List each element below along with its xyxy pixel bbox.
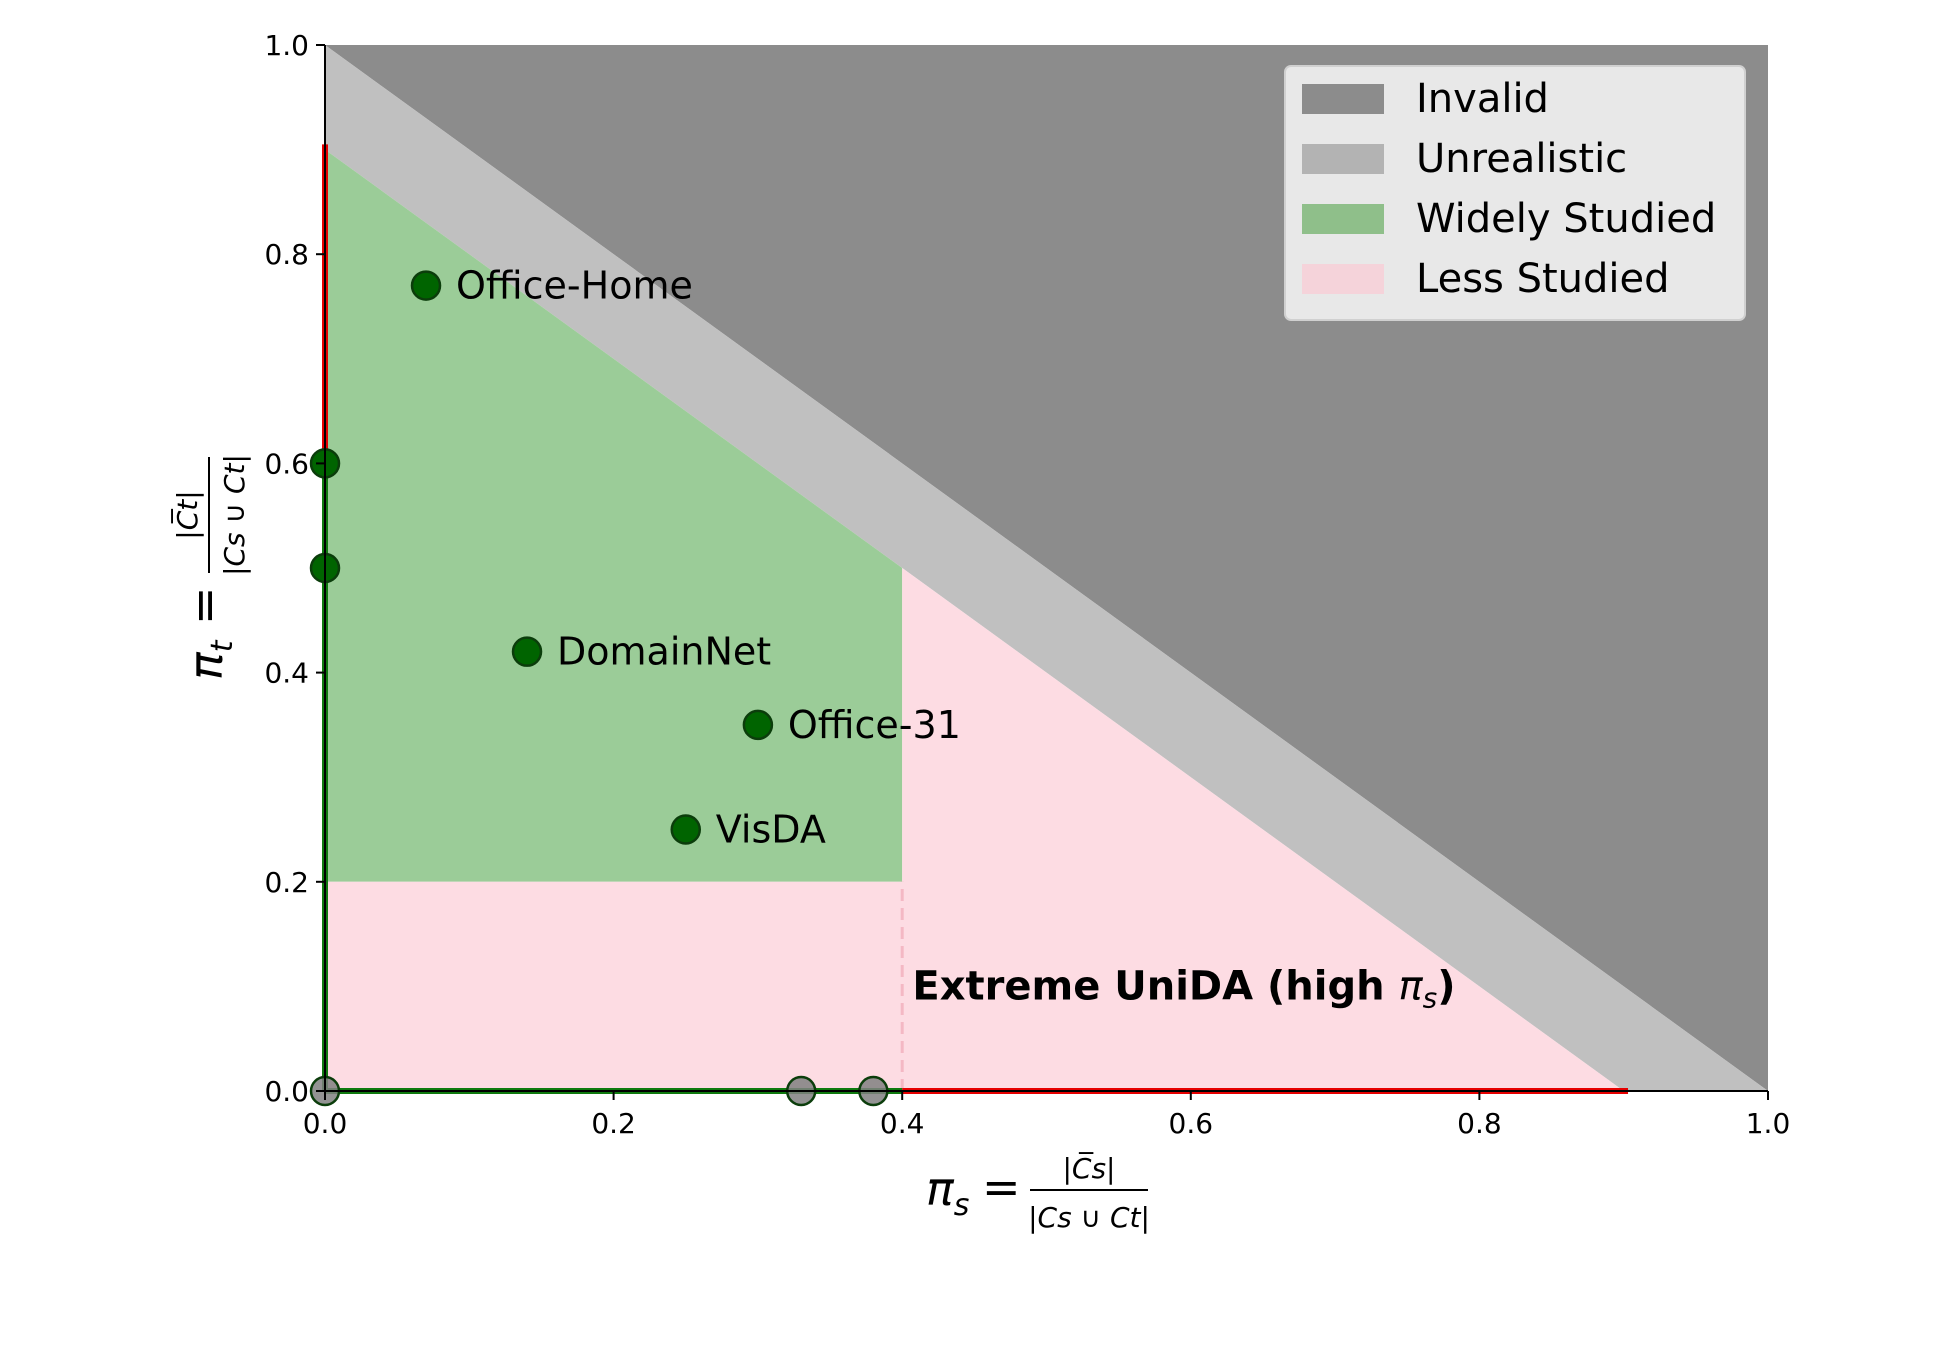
xlabel-numerator: |C̅s| [1062, 1151, 1115, 1185]
y-tick-label-5: 1.0 [264, 29, 309, 62]
annotation-layer: Extreme UniDA (high πs) [912, 963, 1455, 1014]
extreme-unida-annotation: Extreme UniDA (high πs) [912, 963, 1455, 1014]
point-label-2: Office-31 [788, 703, 961, 747]
x-tick-label-4: 0.8 [1457, 1107, 1502, 1140]
svg-text:πt: πt [179, 639, 240, 680]
svg-text:πs: πs [926, 1162, 969, 1223]
legend-label-1: Unrealistic [1416, 136, 1627, 182]
ylabel-numerator: |C̅t| [170, 490, 204, 539]
x-tick-label-5: 1.0 [1746, 1107, 1791, 1140]
xlabel-sub: s [954, 1188, 970, 1223]
annotation-text: Extreme UniDA (high [912, 963, 1398, 1009]
xlabel-denominator: |Cs ∪ Ct| [1028, 1201, 1150, 1234]
x-tick-label-1: 0.2 [591, 1107, 636, 1140]
y-axis-label: πt = |C̅t| |Cs ∪ Ct| [170, 454, 251, 680]
region-less [325, 568, 1624, 1091]
ylabel-sub: t [205, 639, 240, 652]
ylabel-equals: = [177, 586, 231, 625]
legend-box [1284, 65, 1746, 321]
x-axis-label: πs = |C̅s| |Cs ∪ Ct| [926, 1151, 1150, 1234]
axes [324, 45, 1768, 1092]
legend-swatch-1 [1302, 144, 1384, 174]
xlabel-pi: π [926, 1162, 955, 1216]
point-label-3: VisDA [716, 808, 826, 852]
annotation-pi: π [1399, 963, 1424, 1009]
annotation-sub: s [1423, 981, 1438, 1014]
y-tick-label-1: 0.2 [264, 866, 309, 899]
ylabel-pi: π [179, 651, 233, 680]
legend: Invalid Unrealistic Widely Studied Less Stu… [1284, 65, 1746, 321]
data-point-1 [511, 636, 543, 667]
point-label-1: DomainNet [557, 630, 771, 674]
legend-swatch-3 [1302, 264, 1384, 294]
x-tick-label-2: 0.4 [880, 1107, 925, 1140]
y-tick-label-4: 0.8 [264, 238, 309, 271]
region-widely [325, 149, 903, 882]
point-layer: Office-Home DomainNet Office-31 VisDA [309, 264, 961, 1107]
y-tick-label-0: 0.0 [264, 1075, 309, 1108]
region-unrealistic [325, 45, 1768, 1091]
legend-swatch-0 [1302, 84, 1384, 114]
x-tick-label-3: 0.6 [1169, 1107, 1214, 1140]
xlabel-equals: = [982, 1160, 1021, 1214]
data-point-3 [670, 814, 701, 845]
legend-label-2: Widely Studied [1416, 196, 1716, 242]
x-tick-label-0: 0.0 [303, 1107, 348, 1140]
legend-label-3: Less Studied [1416, 256, 1670, 302]
y-tick-label-3: 0.6 [264, 447, 309, 480]
tick-layer: 0.0 0.2 0.4 0.6 0.8 1.0 0.0 0.2 0.4 0.6 0.8 1.0 [264, 29, 1790, 1140]
ylabel-denominator: |Cs ∪ Ct| [218, 454, 251, 576]
legend-swatch-2 [1302, 204, 1384, 234]
point-label-0: Office-Home [456, 264, 693, 308]
legend-label-0: Invalid [1416, 76, 1549, 122]
y-tick-label-2: 0.4 [264, 657, 309, 690]
annotation-close: ) [1437, 963, 1455, 1009]
data-point-0 [410, 270, 442, 301]
data-point-2 [742, 709, 774, 741]
